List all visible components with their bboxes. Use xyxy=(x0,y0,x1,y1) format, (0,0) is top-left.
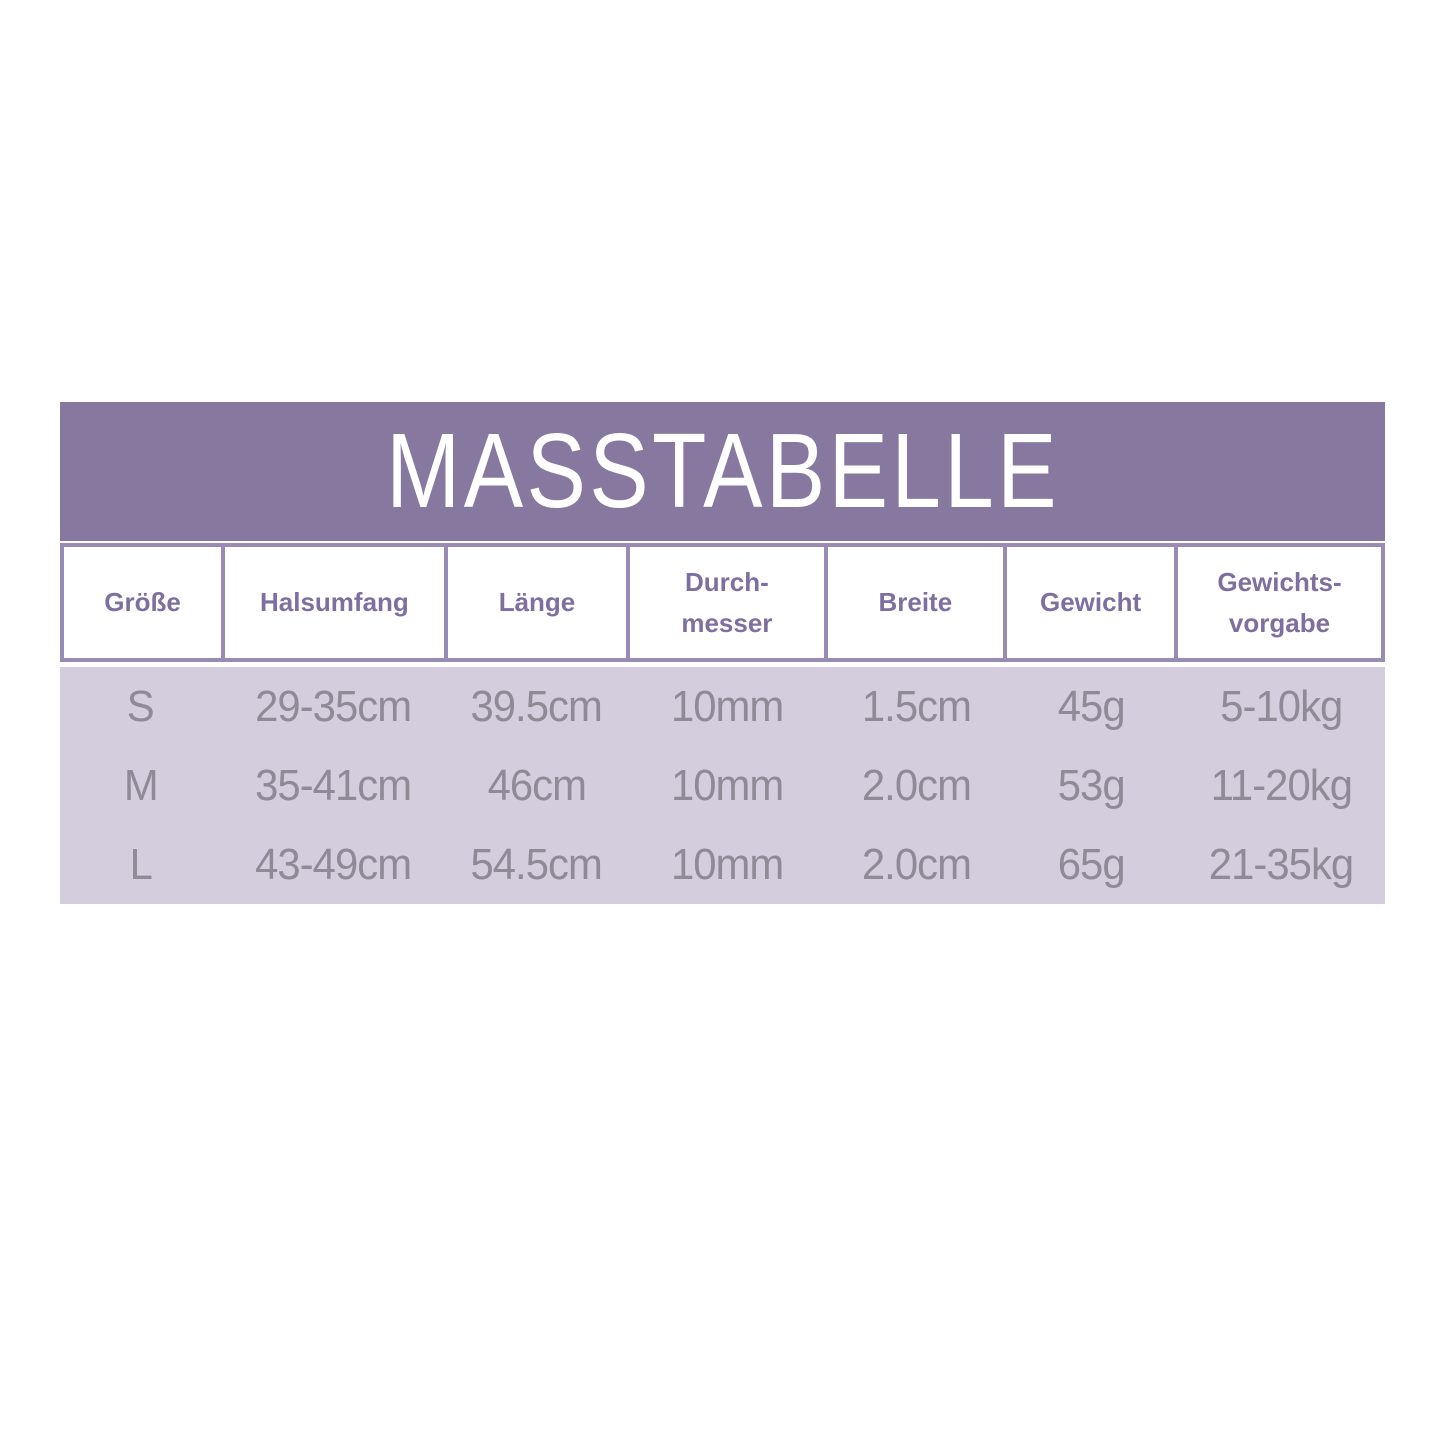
column-header-breite: Breite xyxy=(827,547,1004,658)
page-title: MASSTABELLE xyxy=(385,412,1060,530)
cell-size-s: S xyxy=(127,681,155,731)
cell-durchmesser-s: 10mm xyxy=(670,681,784,731)
cell-laenge-l: 54.5cm xyxy=(470,839,603,889)
column-header-laenge: Länge xyxy=(447,547,627,658)
cell-halsumfang-s: 29-35cm xyxy=(255,681,412,731)
column-header-durchmesser: Durch- messer xyxy=(630,547,824,658)
cell-gewicht-m: 53g xyxy=(1058,760,1126,810)
cell-halsumfang-m: 35-41cm xyxy=(255,760,412,810)
cell-durchmesser-l: 10mm xyxy=(670,839,784,889)
cell-gewichtsvorgabe-l: 21-35kg xyxy=(1208,839,1354,889)
cell-gewichtsvorgabe-s: 5-10kg xyxy=(1219,681,1343,731)
cell-breite-s: 1.5cm xyxy=(861,681,971,731)
table-body: S 29-35cm 39.5cm 10mm 1.5cm 45g 5-10kg M… xyxy=(60,667,1385,904)
cell-breite-l: 2.0cm xyxy=(861,839,971,889)
cell-breite-m: 2.0cm xyxy=(861,760,971,810)
cell-size-l: L xyxy=(129,839,152,889)
column-header-gewichtsvorgabe: Gewichts- vorgabe xyxy=(1178,547,1381,658)
column-header-groesse: Größe xyxy=(64,547,222,658)
cell-gewicht-l: 65g xyxy=(1058,839,1126,889)
cell-gewichtsvorgabe-m: 11-20kg xyxy=(1210,760,1352,810)
title-bar: MASSTABELLE xyxy=(60,402,1385,541)
cell-laenge-m: 46cm xyxy=(487,760,586,810)
column-header-gewicht: Gewicht xyxy=(1007,547,1175,658)
cell-size-m: M xyxy=(123,760,159,810)
column-header-halsumfang: Halsumfang xyxy=(225,547,444,658)
table-header-row: Größe Halsumfang Länge Durch- messer Bre… xyxy=(60,543,1385,662)
cell-laenge-s: 39.5cm xyxy=(470,681,603,731)
cell-halsumfang-l: 43-49cm xyxy=(255,839,412,889)
cell-durchmesser-m: 10mm xyxy=(670,760,784,810)
size-chart: MASSTABELLE Größe Halsumfang Länge Durch… xyxy=(60,402,1385,904)
cell-gewicht-s: 45g xyxy=(1058,681,1126,731)
